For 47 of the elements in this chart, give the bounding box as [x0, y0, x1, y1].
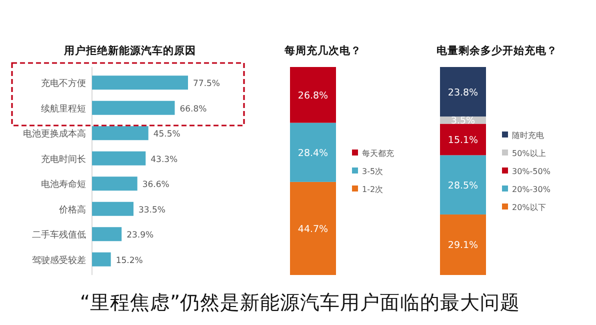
data-label: 15.1% [448, 134, 478, 146]
y-tick-label: 驾驶感受较差 [32, 254, 86, 266]
y-tick-label: 充电时间长 [41, 154, 86, 165]
data-label: 23.9% [126, 230, 154, 241]
y-tick-label: 电池更换成本高 [23, 128, 86, 140]
y-tick-label: 价格高 [58, 204, 86, 216]
data-label: 26.8% [298, 90, 328, 102]
bar [92, 126, 148, 140]
bar [440, 155, 486, 214]
chart-title: 电量剩余多少开始充电？ [436, 44, 558, 57]
legend-label: 30%-50% [512, 167, 551, 176]
text: “里程焦虑”仍然是新能源汽车用户面临的最大问题 [80, 291, 520, 314]
legend-label: 每天都充 [362, 149, 394, 158]
bar [440, 214, 486, 275]
data-label: 45.5% [153, 130, 180, 140]
y-tick-label: 续航里程短 [41, 103, 86, 114]
bar [92, 76, 188, 90]
data-label: 66.8% [180, 104, 207, 114]
bar [440, 67, 486, 117]
y-tick-label: 二手车残值低 [32, 230, 86, 241]
legend-label: 3-5次 [362, 167, 384, 176]
legend-label: 20%以下 [512, 203, 546, 212]
legend-label: 50%以上 [512, 149, 546, 158]
bar [92, 176, 138, 191]
legend-label: 随时充电 [512, 131, 544, 140]
legend-label: 20%-30% [512, 185, 551, 194]
data-label: 29.1% [448, 240, 478, 252]
bar [92, 100, 175, 115]
bar [92, 227, 122, 242]
data-label: 77.5% [193, 79, 220, 90]
chart-title: 用户拒绝新能源汽车的原因 [63, 44, 196, 57]
bar [92, 202, 134, 216]
chart-title: 每周充几次电？ [284, 44, 362, 57]
bar [92, 252, 111, 266]
y-tick-label: 电池寿命短 [41, 179, 86, 190]
y-tick-label: 充电不方便 [41, 78, 86, 90]
data-label: 36.6% [142, 180, 170, 190]
data-label: 33.5% [138, 205, 166, 216]
bar [92, 151, 146, 166]
data-label: 44.7% [298, 224, 328, 235]
legend-label: 1-2次 [362, 185, 384, 194]
data-label: 43.3% [150, 154, 178, 165]
data-label: 28.5% [448, 180, 478, 192]
data-label: 15.2% [116, 256, 143, 266]
data-label: 23.8% [448, 87, 478, 98]
data-label: 28.4% [298, 148, 328, 159]
bar [440, 124, 486, 156]
